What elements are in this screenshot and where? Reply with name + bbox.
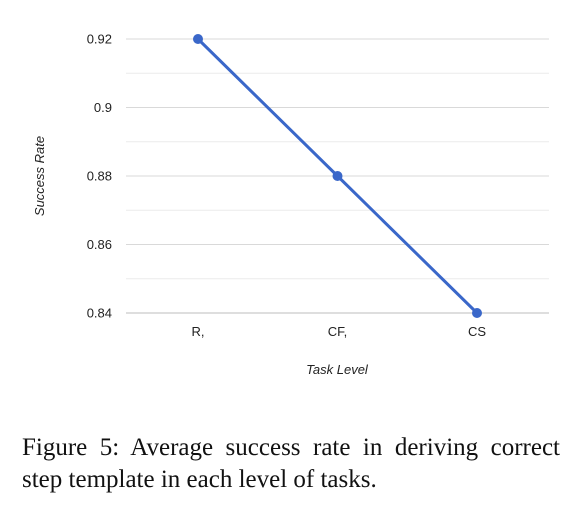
series-layer xyxy=(193,34,482,318)
data-point xyxy=(472,308,482,318)
data-point xyxy=(332,171,343,181)
y-tick-label: 0.9 xyxy=(94,100,112,115)
x-tick-label: R, xyxy=(192,324,205,339)
x-tick-labels: R, CF, CS xyxy=(192,324,487,339)
y-tick-label: 0.88 xyxy=(87,169,112,184)
y-tick-label: 0.84 xyxy=(87,306,112,321)
line-chart: 0.92 0.9 0.88 0.86 0.84 R, CF, CS Success Rate… xyxy=(32,32,549,377)
x-tick-label: CS xyxy=(468,324,486,339)
x-tick-label: CF, xyxy=(328,324,348,339)
y-axis-title: Success Rate xyxy=(32,136,47,216)
x-axis-title: Task Level xyxy=(306,362,369,377)
y-tick-labels: 0.92 0.9 0.88 0.86 0.84 xyxy=(87,32,112,321)
figure-caption: Figure 5: Average success rate in derivi… xyxy=(22,434,560,493)
y-tick-label: 0.92 xyxy=(87,32,112,47)
chart: 0.92 0.9 0.88 0.86 0.84 R, CF, CS Success Rate… xyxy=(32,32,549,377)
y-tick-label: 0.86 xyxy=(87,237,112,252)
data-point xyxy=(193,34,203,44)
